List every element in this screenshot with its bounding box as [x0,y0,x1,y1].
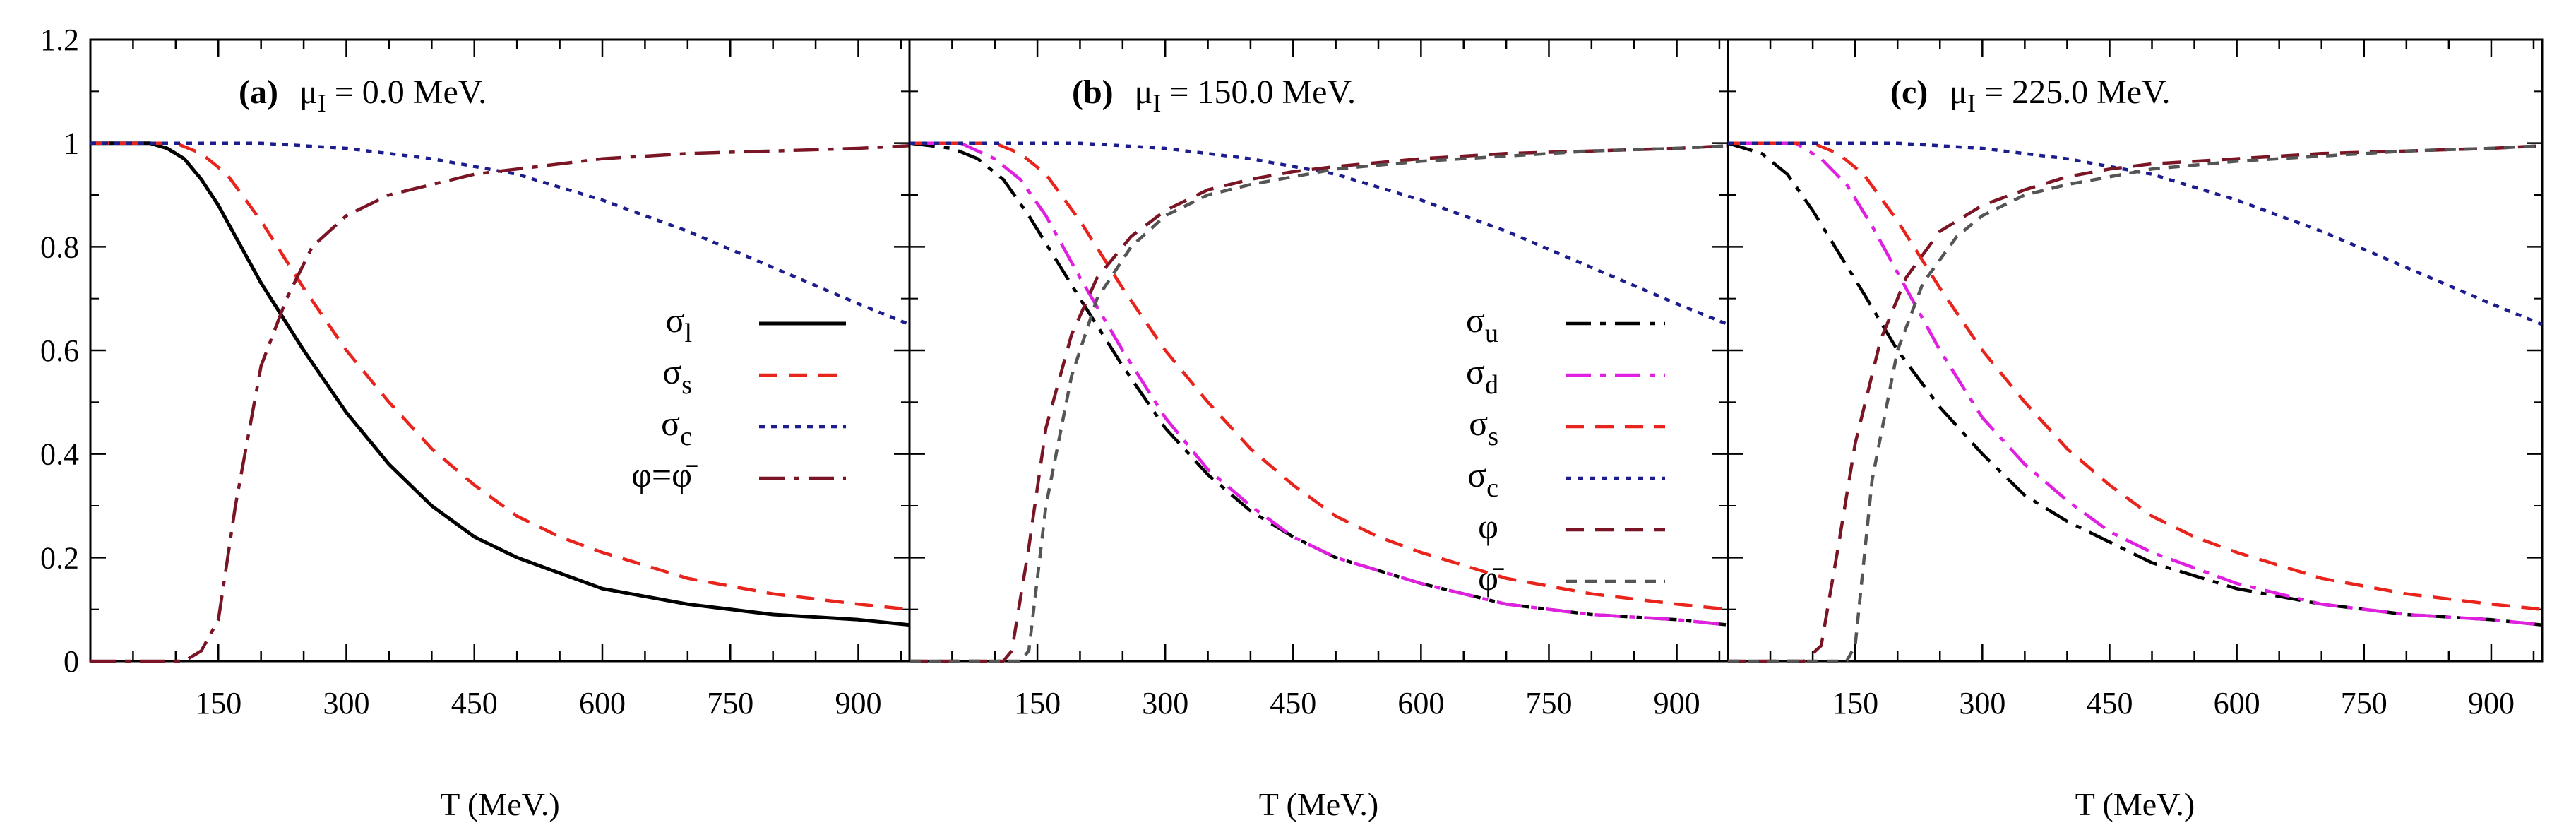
series-line [910,141,1729,611]
x-tick-label: 150 [195,686,242,721]
x-tick-label: 750 [1525,686,1572,721]
panel-title: (b) μI = 150.0 MeV. [1072,73,1356,117]
legend-label: σs [1469,403,1498,451]
series-line [1728,144,2543,663]
legend-label: φ [1478,506,1498,546]
series-line [90,144,910,663]
series-line [910,144,1729,663]
series-line [909,141,1729,627]
x-tick-label: 600 [2214,686,2260,721]
x-axis-label: T (MeV.) [1259,786,1379,822]
x-tick-label: 750 [2341,686,2387,721]
y-tick-label: 0 [64,644,79,679]
x-tick-label: 900 [2468,686,2515,721]
series-line [1728,141,2543,326]
y-tick-label: 0.4 [40,437,79,472]
panel-b: 150 300 450 600 750 900 T (MeV.) (b) μI = 150.0 … [908,38,1729,822]
legend-label: σc [661,403,692,451]
plot-frame [89,38,911,663]
series-line [910,141,1729,627]
x-tick-label: 300 [323,686,370,721]
x-tick-label: 600 [579,686,626,721]
legend-label: σs [662,352,692,400]
x-tick-label: 150 [1014,686,1061,721]
series-line [1727,141,2543,627]
legend-label: σu [1466,300,1498,348]
x-tick-label: 150 [1832,686,1878,721]
series-line [1728,141,2543,627]
legend-label: σc [1467,455,1498,503]
series-line [1728,141,2543,611]
panel-title: (c) μI = 225.0 MeV. [1890,73,2171,117]
y-tick-label: 0.8 [40,230,79,264]
x-tick-label: 450 [2086,686,2133,721]
series-line [910,141,1729,326]
x-tick-label: 300 [1142,686,1188,721]
series-line [90,141,910,611]
x-axis-label: T (MeV.) [2075,786,2195,822]
x-axis-label: T (MeV.) [440,786,560,822]
plot-frame [1727,38,2544,663]
series-line [90,141,910,627]
plot-frame [908,38,1729,663]
series-line [90,141,910,326]
y-tick-label: 0.2 [40,540,79,575]
x-tick-label: 750 [707,686,753,721]
y-tick-label: 1 [64,126,79,161]
x-tick-label: 600 [1397,686,1444,721]
series-line [910,144,1729,663]
x-tick-label: 300 [1959,686,2005,721]
legend-label: φ=φ̄ [631,455,698,494]
x-tick-label: 900 [835,686,882,721]
legend-label: σd [1466,352,1498,400]
x-tick-label: 450 [1270,686,1316,721]
y-tick-label: 0.6 [40,333,79,368]
x-tick-label: 900 [1654,686,1700,721]
series-line [1728,144,2543,663]
legend-label: σl [665,300,692,348]
y-tick-label: 1.2 [40,23,79,57]
panel-c: 150 300 450 600 750 900 T (MeV.) (c) μI = 225.0 … [1727,38,2544,822]
panel-a: 150 300 450 600 750 900 0 0.2 0.4 0.6 0.8 1 1.2 T (Me… [40,23,911,822]
panel-title: (a) μI = 0.0 MeV. [239,73,487,117]
x-tick-label: 450 [451,686,498,721]
